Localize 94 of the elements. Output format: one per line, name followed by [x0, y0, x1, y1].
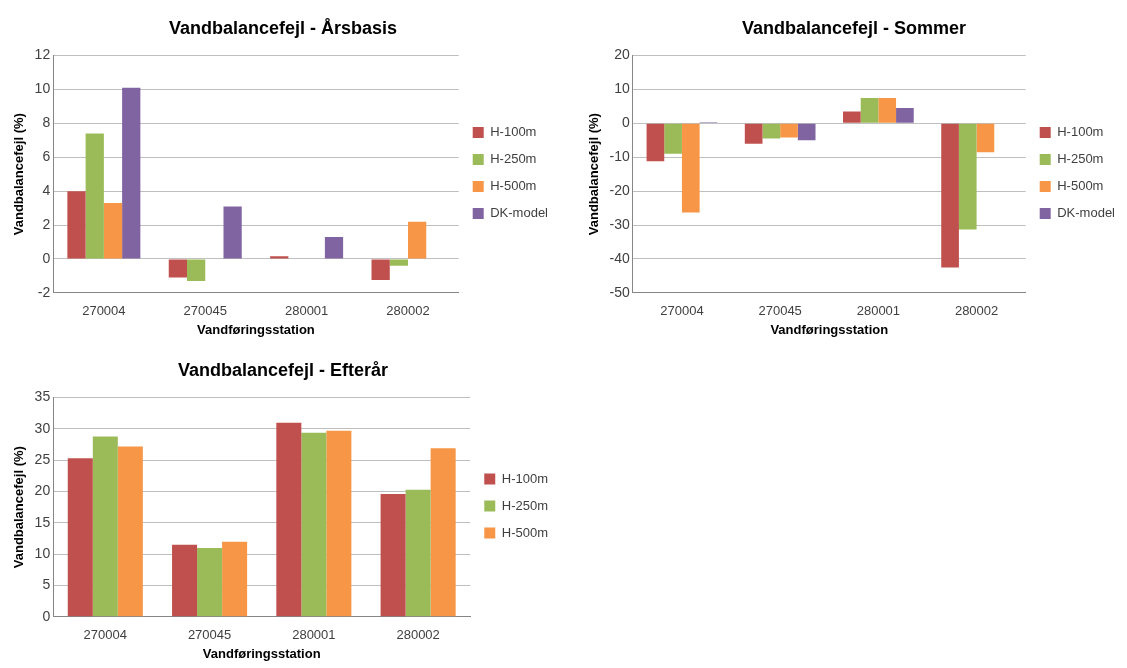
- y-tick-label: -20: [609, 182, 631, 198]
- bar: [896, 108, 914, 123]
- bar: [389, 259, 409, 266]
- bar: [324, 236, 344, 259]
- bar: [187, 259, 206, 281]
- bar: [168, 259, 187, 278]
- x-tick-label: 270045: [758, 303, 802, 319]
- y-axis-title: Vandbalancefejl (%): [11, 446, 27, 569]
- x-tick-label: 280002: [396, 627, 440, 643]
- chart-title: Vandbalancefejl - Årsbasis: [168, 17, 398, 38]
- bar: [85, 133, 104, 259]
- y-tick-label: 4: [42, 182, 51, 198]
- bar: [67, 191, 86, 259]
- bar: [276, 422, 302, 617]
- y-axis-title: Vandbalancefejl (%): [586, 113, 602, 236]
- x-tick-label: 280001: [284, 303, 329, 319]
- bar: [92, 436, 118, 617]
- chart-title: Vandbalancefejl - Sommer: [741, 17, 967, 38]
- y-tick-label: 20: [614, 46, 631, 63]
- x-tick-label: 280001: [292, 627, 336, 643]
- bar: [117, 446, 143, 617]
- bar: [405, 489, 431, 617]
- x-tick-label: 270004: [660, 303, 704, 319]
- y-tick-label: 10: [614, 80, 631, 97]
- legend-label: H-100m: [1057, 124, 1104, 140]
- bar: [270, 256, 289, 259]
- bar: [646, 123, 665, 162]
- y-tick-label: -10: [609, 148, 631, 165]
- legend-label: H-100m: [501, 470, 549, 486]
- y-tick-label: 10: [34, 80, 51, 97]
- bar: [371, 259, 390, 281]
- y-tick-label: 0: [622, 114, 631, 131]
- y-tick-label: -50: [609, 283, 631, 300]
- bar: [744, 123, 763, 144]
- bar: [878, 97, 897, 123]
- bar: [222, 541, 248, 617]
- bar: [843, 111, 861, 123]
- y-tick-label: 25: [34, 451, 51, 468]
- x-axis-title: Vandføringsstation: [197, 321, 315, 337]
- bar: [326, 430, 352, 617]
- y-axis-title: Vandbalancefejl (%): [11, 113, 27, 236]
- y-tick-label: 8: [42, 114, 51, 131]
- bar: [172, 544, 198, 617]
- y-tick-label: -2: [37, 283, 51, 300]
- y-tick-label: 30: [34, 419, 51, 436]
- bar: [976, 123, 995, 153]
- bar: [958, 123, 977, 230]
- y-tick-label: 0: [42, 607, 51, 624]
- x-tick-label: 270045: [187, 627, 232, 643]
- bar: [67, 458, 93, 617]
- legend-label: H-500m: [501, 524, 549, 540]
- y-tick-label: 10: [34, 545, 51, 562]
- bar: [430, 448, 456, 617]
- legend-label: H-100m: [490, 124, 537, 140]
- bar: [301, 432, 327, 617]
- bar: [860, 97, 879, 123]
- x-tick-label: 270045: [183, 303, 227, 319]
- y-tick-label: -30: [609, 215, 631, 232]
- bar: [197, 547, 223, 617]
- bar: [780, 123, 798, 138]
- x-tick-label: 270004: [82, 303, 126, 319]
- bar: [664, 123, 682, 154]
- bar: [762, 123, 781, 139]
- y-tick-label: 35: [34, 388, 51, 405]
- legend-label: DK-model: [490, 205, 549, 221]
- legend-label: H-250m: [501, 497, 549, 513]
- y-tick-label: 15: [34, 513, 51, 530]
- y-tick-label: -40: [609, 249, 631, 266]
- x-tick-label: 280002: [386, 303, 430, 319]
- legend-label: H-500m: [490, 178, 537, 194]
- y-tick-label: 5: [42, 576, 51, 593]
- bar: [941, 123, 959, 268]
- legend-label: H-250m: [1057, 151, 1104, 167]
- y-tick-label: 12: [34, 46, 51, 63]
- bar: [797, 123, 816, 141]
- bar: [122, 87, 141, 259]
- y-tick-label: 6: [42, 148, 51, 165]
- x-axis-title: Vandføringsstation: [202, 645, 321, 661]
- y-tick-label: 0: [42, 249, 51, 266]
- bar: [223, 206, 242, 259]
- y-tick-label: 20: [34, 482, 51, 499]
- x-tick-label: 280001: [856, 303, 901, 319]
- legend-label: DK-model: [1057, 205, 1116, 221]
- bar: [103, 203, 123, 259]
- chart-title: Vandbalancefejl - Efterår: [177, 359, 389, 380]
- legend-label: H-500m: [1057, 178, 1104, 194]
- x-tick-label: 280002: [954, 303, 999, 319]
- x-axis-title: Vandføringsstation: [770, 321, 889, 337]
- y-tick-label: 2: [42, 215, 51, 232]
- x-tick-label: 270004: [83, 627, 127, 643]
- bar: [681, 123, 700, 213]
- bar: [408, 221, 427, 259]
- bar: [380, 494, 406, 617]
- legend-label: H-250m: [490, 151, 537, 167]
